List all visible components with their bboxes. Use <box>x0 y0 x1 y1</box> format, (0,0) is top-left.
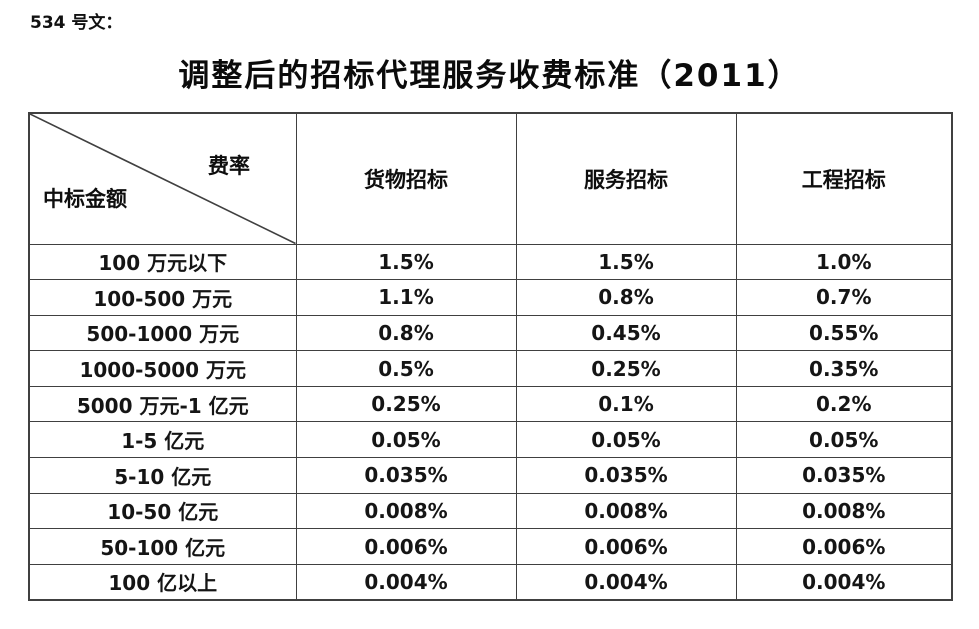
fee-cell-goods: 0.8% <box>295 314 517 352</box>
fee-cell-engineering: 0.035% <box>735 457 953 494</box>
table-row: 50-100 亿元 0.006% 0.006% 0.006% <box>28 528 953 565</box>
fee-cell-engineering: 0.004% <box>735 563 953 601</box>
fee-cell-engineering: 0.2% <box>735 385 953 423</box>
fee-cell-goods: 1.5% <box>295 243 517 281</box>
row-label: 1-5 亿元 <box>28 421 297 459</box>
fee-cell-engineering: 0.7% <box>735 279 953 316</box>
fee-cell-service: 0.035% <box>515 457 737 494</box>
fee-cell-service: 0.25% <box>515 350 737 387</box>
fee-cell-service: 0.1% <box>515 385 737 423</box>
fee-cell-service: 0.45% <box>515 314 737 352</box>
table-row: 1-5 亿元 0.05% 0.05% 0.05% <box>28 421 953 459</box>
fee-cell-service: 0.008% <box>515 492 737 530</box>
fee-cell-goods: 0.035% <box>295 457 517 494</box>
column-header-engineering: 工程招标 <box>735 112 953 245</box>
row-label: 500-1000 万元 <box>28 314 297 352</box>
fee-cell-engineering: 0.55% <box>735 314 953 352</box>
fee-cell-goods: 0.25% <box>295 385 517 423</box>
table-row: 10-50 亿元 0.008% 0.008% 0.008% <box>28 492 953 530</box>
fee-cell-goods: 0.05% <box>295 421 517 459</box>
fee-cell-engineering: 0.05% <box>735 421 953 459</box>
table-row: 100 万元以下 1.5% 1.5% 1.0% <box>28 243 953 281</box>
table-row: 100-500 万元 1.1% 0.8% 0.7% <box>28 279 953 316</box>
column-header-goods: 货物招标 <box>295 112 517 245</box>
table-row: 1000-5000 万元 0.5% 0.25% 0.35% <box>28 350 953 387</box>
corner-label-bid-amount: 中标金额 <box>43 187 127 211</box>
row-label: 100 万元以下 <box>28 243 297 281</box>
row-label: 5000 万元-1 亿元 <box>28 385 297 423</box>
diagonal-divider-line <box>30 114 296 244</box>
fee-cell-goods: 0.004% <box>295 563 517 601</box>
fee-cell-service: 0.05% <box>515 421 737 459</box>
fee-cell-engineering: 1.0% <box>735 243 953 281</box>
table-row: 5000 万元-1 亿元 0.25% 0.1% 0.2% <box>28 385 953 423</box>
page-title: 调整后的招标代理服务收费标准（2011） <box>178 58 801 94</box>
fee-cell-goods: 0.5% <box>295 350 517 387</box>
fee-cell-service: 0.8% <box>515 279 737 316</box>
table-row: 5-10 亿元 0.035% 0.035% 0.035% <box>28 457 953 494</box>
row-label: 100-500 万元 <box>28 279 297 316</box>
fee-cell-engineering: 0.006% <box>735 528 953 565</box>
fee-cell-goods: 1.1% <box>295 279 517 316</box>
fee-cell-engineering: 0.35% <box>735 350 953 387</box>
corner-label-fee-rate: 费率 <box>208 154 250 178</box>
corner-header-cell: 费率 中标金额 <box>28 112 297 245</box>
row-label: 1000-5000 万元 <box>28 350 297 387</box>
fee-cell-goods: 0.006% <box>295 528 517 565</box>
row-label: 5-10 亿元 <box>28 457 297 494</box>
table-row: 100 亿以上 0.004% 0.004% 0.004% <box>28 563 953 601</box>
row-label: 10-50 亿元 <box>28 492 297 530</box>
doc-number: 534 号文： <box>30 13 123 33</box>
header-row: 费率 中标金额 货物招标 服务招标 工程招标 <box>28 112 953 245</box>
fee-cell-engineering: 0.008% <box>735 492 953 530</box>
column-header-service: 服务招标 <box>515 112 737 245</box>
fee-cell-service: 1.5% <box>515 243 737 281</box>
table-row: 500-1000 万元 0.8% 0.45% 0.55% <box>28 314 953 352</box>
fee-cell-service: 0.004% <box>515 563 737 601</box>
fee-cell-goods: 0.008% <box>295 492 517 530</box>
row-label: 50-100 亿元 <box>28 528 297 565</box>
row-label: 100 亿以上 <box>28 563 297 601</box>
fee-cell-service: 0.006% <box>515 528 737 565</box>
fee-rate-table: 费率 中标金额 货物招标 服务招标 工程招标 100 万元以下 1.5% 1.5… <box>28 112 953 601</box>
